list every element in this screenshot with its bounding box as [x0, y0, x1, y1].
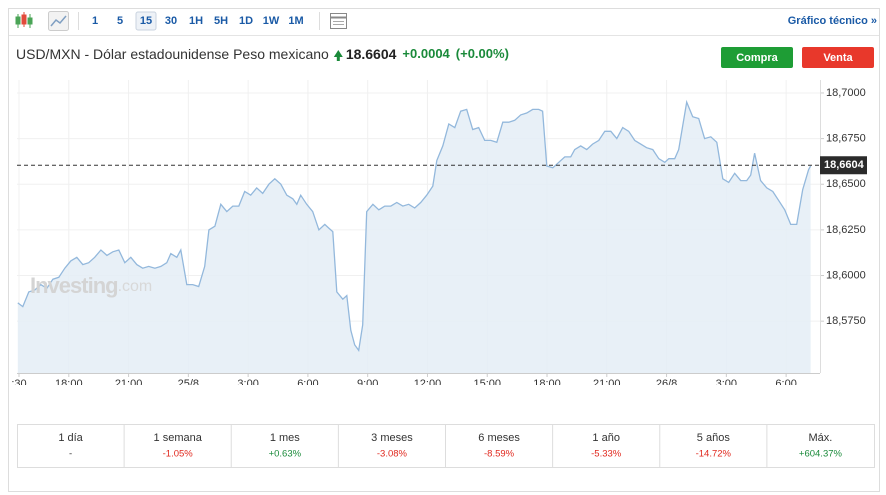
area-fill: [17, 102, 811, 373]
period-label: 1 año: [592, 432, 620, 444]
watermark-brand: Investing: [30, 273, 118, 298]
interval-button[interactable]: 1D: [239, 15, 253, 27]
interval-button[interactable]: 1M: [288, 15, 303, 27]
x-tick-label: 18:00: [533, 378, 561, 390]
interval-button[interactable]: 5H: [214, 15, 228, 27]
watermark-suffix: .com: [118, 278, 153, 295]
interval-button[interactable]: 5: [117, 15, 123, 27]
x-tick-label: 21:00: [593, 378, 621, 390]
interval-button[interactable]: 1W: [263, 15, 280, 27]
table-icon[interactable]: [330, 13, 347, 29]
x-tick-label: :30: [11, 378, 26, 390]
period-change: -: [69, 449, 72, 460]
price: 18.6604: [346, 46, 397, 62]
y-tick-label: 18,5750: [826, 315, 866, 327]
period-change: -8.59%: [484, 449, 515, 460]
interval-button[interactable]: 1H: [189, 15, 203, 27]
chart: 18,5750 18,6000 18,6250 18,6500 18,6750 18,70…: [11, 80, 867, 390]
interval-selected: [135, 11, 157, 31]
price-change: +0.0004: [402, 46, 450, 61]
interval-buttons: 1 5 15 30 1H 5H 1D 1W 1M: [92, 11, 304, 31]
y-tick-label: 18,6250: [826, 224, 866, 236]
x-tick-label: 9:00: [357, 378, 378, 390]
interval-button[interactable]: 1: [92, 15, 98, 27]
sell-label[interactable]: Venta: [823, 52, 853, 64]
x-tick-label: 3:00: [237, 378, 258, 390]
last-price-box: [820, 156, 867, 175]
up-arrow: [333, 50, 343, 61]
candle-chart-icon[interactable]: [15, 12, 33, 28]
x-tick-label: 15:00: [473, 378, 501, 390]
period-label: Máx.: [809, 432, 833, 444]
period-change: -1.05%: [163, 449, 194, 460]
period-label: 5 años: [697, 432, 731, 444]
x-tick-label: 21:00: [115, 378, 143, 390]
period-change: -14.72%: [696, 449, 732, 460]
performance-table: 1 día - 1 semana -1.05% 1 mes +0.63% 3 meses -3…: [17, 424, 875, 468]
y-tick-label: 18,6500: [826, 178, 866, 190]
x-tick-label: 26/8: [656, 378, 677, 390]
sell-button[interactable]: [802, 47, 874, 68]
x-tick-label: 6:00: [297, 378, 318, 390]
y-tick-label: 18,6750: [826, 133, 866, 145]
buy-label[interactable]: Compra: [736, 52, 778, 64]
period-label: 3 meses: [371, 432, 413, 444]
x-tick-label: 25/8: [178, 378, 199, 390]
period-label: 1 mes: [270, 432, 300, 444]
buy-button[interactable]: [721, 47, 793, 68]
technical-chart-link[interactable]: Gráfico técnico »: [788, 15, 877, 27]
x-tick-label: 12:00: [414, 378, 442, 390]
x-tick-label: 18:00: [55, 378, 83, 390]
instrument-name: USD/MXN - Dólar estadounidense Peso mexi…: [16, 46, 329, 62]
period-change: -3.08%: [377, 449, 408, 460]
price-change-pct: (+0.00%): [456, 46, 509, 61]
y-tick-label: 18,6000: [826, 269, 866, 281]
instrument-header: USD/MXN - Dólar estadounidense Peso mexi…: [16, 46, 509, 62]
x-tick-label: 3:00: [716, 378, 737, 390]
area-chart-icon[interactable]: [48, 11, 69, 31]
period-change: +604.37%: [799, 449, 843, 460]
interval-button[interactable]: 30: [165, 15, 177, 27]
period-change: -5.33%: [591, 449, 622, 460]
watermark: Investing.com: [30, 273, 152, 298]
period-label: 1 semana: [154, 432, 203, 444]
price-line: [17, 99, 812, 353]
last-price-label: 18,6604: [824, 159, 865, 171]
interval-button[interactable]: 15: [140, 15, 152, 27]
y-tick-label: 18,7000: [826, 87, 866, 99]
period-label: 6 meses: [478, 432, 520, 444]
period-label: 1 día: [58, 432, 83, 444]
x-tick-label: 6:00: [775, 378, 796, 390]
period-change: +0.63%: [269, 449, 302, 460]
